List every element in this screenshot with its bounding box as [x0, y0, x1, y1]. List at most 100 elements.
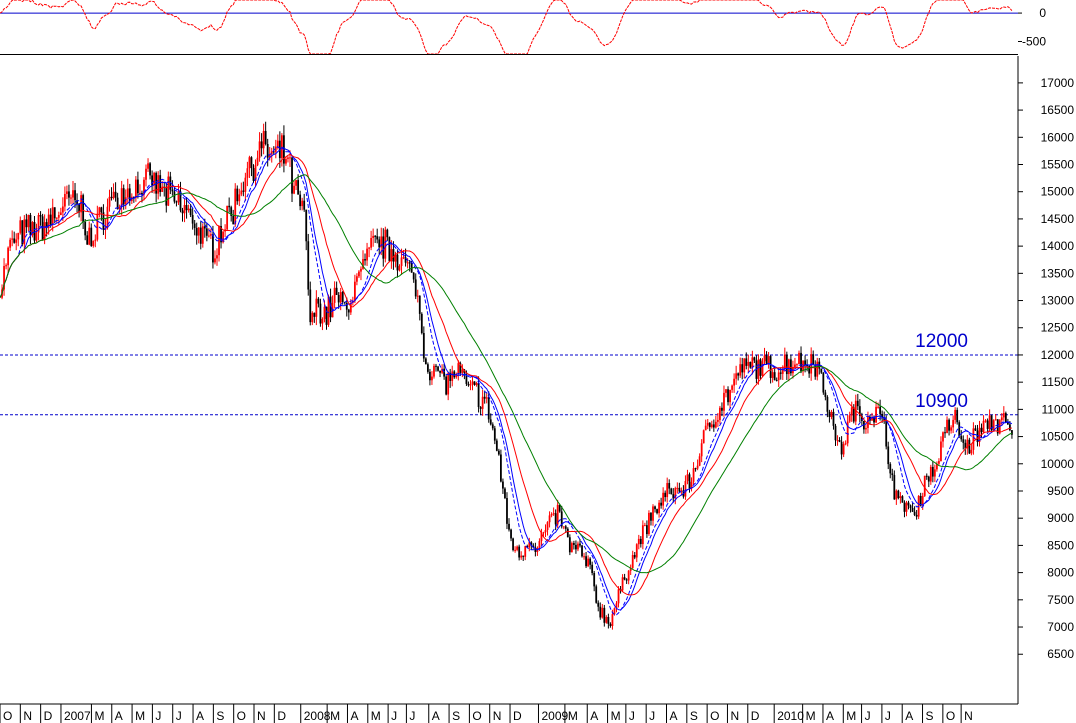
- candle-body: [830, 411, 833, 418]
- price-tick-label: 7500: [1047, 593, 1074, 607]
- candle-body: [254, 165, 257, 181]
- candle-body: [745, 358, 748, 366]
- candle-body: [893, 475, 896, 500]
- candle-body: [583, 556, 585, 558]
- candle-body: [80, 195, 83, 213]
- candle-body: [970, 449, 973, 454]
- candle-body: [274, 146, 277, 152]
- candle-body: [161, 186, 164, 192]
- candle-body: [356, 276, 358, 282]
- candle-body: [506, 498, 508, 524]
- candle-body: [74, 190, 76, 201]
- candle-body: [676, 487, 679, 489]
- candle-body: [871, 417, 873, 421]
- candle-body: [461, 369, 464, 373]
- x-tick-label: A: [826, 709, 834, 723]
- candle-body: [704, 425, 707, 431]
- candle-body: [61, 206, 64, 213]
- candle-body: [749, 361, 752, 368]
- candle-body: [548, 515, 551, 523]
- candle-body: [13, 238, 16, 243]
- candle-body: [741, 364, 744, 373]
- candle-body: [595, 586, 598, 603]
- candle-body: [609, 623, 612, 626]
- candle-body: [879, 406, 882, 414]
- candle-body: [611, 614, 614, 626]
- candle-body: [889, 464, 892, 474]
- candle-body: [589, 558, 592, 565]
- candle-body: [798, 352, 800, 365]
- candle-body: [283, 135, 285, 164]
- candle-body: [771, 372, 774, 378]
- candle-body: [242, 190, 245, 192]
- x-tick-label: S: [452, 709, 460, 723]
- candle-body: [990, 415, 993, 431]
- candle-body: [690, 481, 693, 489]
- x-tick-label: 2010: [777, 709, 804, 723]
- candle-body: [597, 602, 600, 607]
- candle-body: [743, 358, 746, 373]
- candle-body: [814, 364, 817, 377]
- candle-body: [747, 361, 750, 366]
- candle-body: [925, 475, 928, 477]
- candle-body: [865, 427, 867, 430]
- candle-body: [806, 365, 809, 367]
- candle-body: [909, 505, 912, 508]
- candle-body: [141, 192, 143, 195]
- candle-body: [562, 526, 565, 528]
- candle-body: [962, 439, 965, 443]
- candle-body: [147, 163, 149, 169]
- x-tick-label: A: [115, 709, 123, 723]
- candle-body: [443, 368, 446, 377]
- candle-body: [773, 372, 776, 380]
- candle-body: [360, 268, 362, 272]
- candle-body: [534, 547, 537, 552]
- candle-body: [654, 506, 656, 510]
- candle-body: [441, 368, 443, 373]
- x-tick-label: 2009: [541, 709, 568, 723]
- candle-body: [785, 354, 788, 375]
- x-tick-label: J: [865, 709, 871, 723]
- candle-body: [256, 157, 259, 166]
- candle-body: [321, 318, 324, 324]
- candle-body: [345, 302, 348, 310]
- candle-body: [414, 279, 417, 297]
- candle-body: [189, 208, 192, 216]
- candle-body: [936, 463, 938, 470]
- candle-body: [33, 222, 36, 241]
- candle-body: [558, 504, 561, 512]
- x-tick-label: J: [885, 709, 891, 723]
- candle-body: [751, 357, 754, 368]
- candle-body: [765, 355, 768, 364]
- candle-body: [258, 141, 261, 158]
- candle-body: [931, 466, 934, 477]
- candle-body: [5, 265, 7, 267]
- candle-body: [370, 237, 373, 248]
- candle-body: [577, 543, 579, 550]
- price-tick-label: 16500: [1041, 103, 1075, 117]
- candle-body: [974, 428, 977, 431]
- candle-body: [510, 529, 512, 539]
- price-panel: 12000 10900: [0, 121, 1018, 630]
- candle-body: [528, 542, 531, 548]
- candle-body: [17, 232, 20, 240]
- ma-22-line: [0, 153, 1012, 596]
- x-tick-label: O: [3, 709, 12, 723]
- x-tick-label: A: [196, 709, 204, 723]
- candle-body: [203, 226, 206, 229]
- candle-body: [913, 511, 916, 515]
- x-tick-label: M: [568, 709, 578, 723]
- candle-body: [108, 196, 111, 207]
- candle-body: [556, 504, 559, 525]
- x-tick-label: N: [23, 709, 32, 723]
- candle-body: [672, 494, 675, 499]
- candle-body: [68, 191, 70, 198]
- candle-body: [585, 556, 587, 567]
- candle-body: [29, 214, 32, 236]
- candle-body: [220, 225, 222, 243]
- price-tick-label: 16000: [1041, 130, 1075, 144]
- candle-body: [921, 495, 924, 506]
- candle-body: [727, 389, 729, 403]
- candle-body: [181, 210, 184, 214]
- candle-body: [761, 361, 764, 376]
